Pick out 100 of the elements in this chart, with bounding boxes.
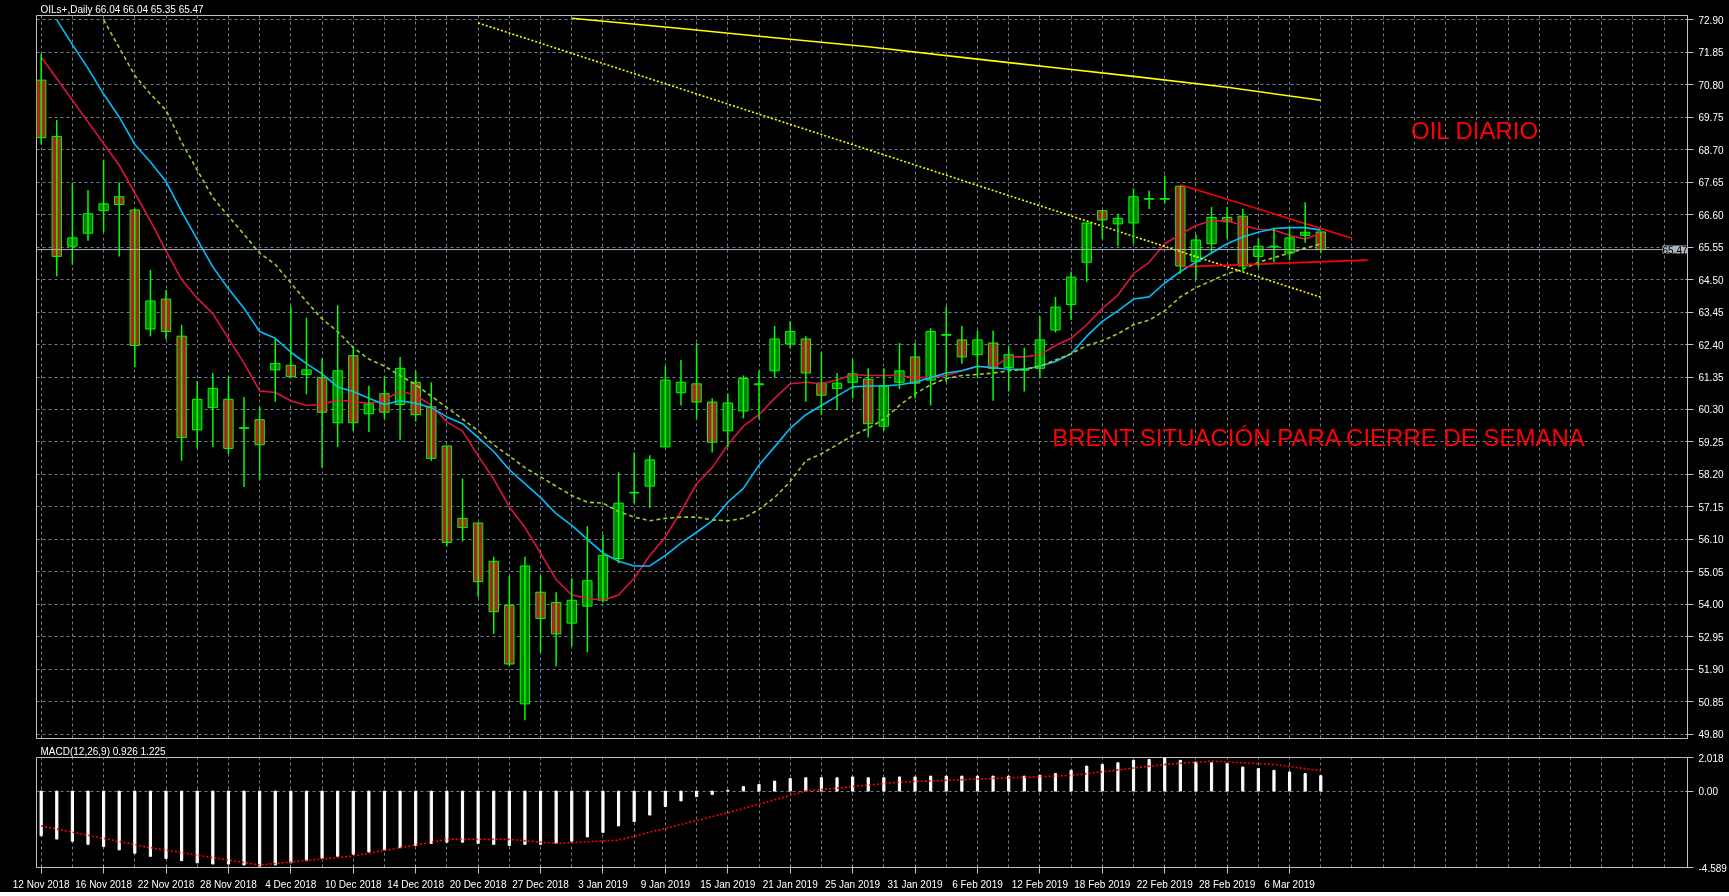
candlestick xyxy=(785,320,796,350)
bar xyxy=(336,790,340,857)
candlestick xyxy=(613,471,624,564)
bar xyxy=(414,790,418,847)
candlestick xyxy=(941,305,952,384)
y-tick-label: 51.90 xyxy=(1698,664,1724,676)
bar xyxy=(117,790,121,851)
y-tick-label: 70.80 xyxy=(1698,79,1724,91)
candlestick xyxy=(348,346,359,432)
y-tick-label: 64.50 xyxy=(1698,274,1724,286)
y-tick-label: 56.10 xyxy=(1698,534,1724,546)
candlestick xyxy=(738,374,749,420)
candlestick xyxy=(582,525,593,653)
bar xyxy=(70,790,74,842)
chart-title: OILs+,Daily 66.04 66.04 65.35 65.47 xyxy=(40,3,205,15)
bar xyxy=(382,790,387,851)
candlestick xyxy=(270,338,281,403)
candlestick xyxy=(1128,187,1139,245)
bar xyxy=(1131,759,1136,792)
x-tick-label: 10 Dec 2018 xyxy=(324,878,383,890)
bar xyxy=(523,790,527,845)
bar xyxy=(1053,773,1058,792)
y-tick-label: 65.55 xyxy=(1698,242,1724,254)
bar xyxy=(1194,761,1198,792)
bar xyxy=(148,790,153,857)
y-tick-label: 61.35 xyxy=(1698,372,1724,383)
x-tick-label: 6 Mar 2019 xyxy=(1264,878,1316,890)
bar xyxy=(289,790,293,864)
bar xyxy=(1022,775,1026,792)
bar xyxy=(351,790,355,855)
bar xyxy=(429,790,433,844)
bar xyxy=(757,783,761,792)
y-tick-label: 60.30 xyxy=(1698,404,1724,416)
annotation: OIL DIARIO xyxy=(1411,116,1539,144)
bar xyxy=(1100,763,1104,792)
bar xyxy=(804,777,808,792)
x-tick-label: 15 Jan 2019 xyxy=(700,878,756,890)
bar xyxy=(866,777,870,792)
bar xyxy=(1178,759,1182,792)
x-tick-label: 20 Dec 2018 xyxy=(449,878,507,890)
x-tick-label: 16 Nov 2018 xyxy=(75,878,133,890)
bar xyxy=(273,790,277,866)
candlestick xyxy=(925,327,936,407)
candlestick xyxy=(1175,185,1186,275)
x-tick-label: 22 Nov 2018 xyxy=(137,878,195,890)
bar xyxy=(710,790,714,795)
y-tick-label: 55.05 xyxy=(1698,566,1724,578)
candlestick xyxy=(98,159,109,234)
bar xyxy=(1069,769,1073,792)
bar xyxy=(570,790,574,842)
x-tick-label: 9 Jan 2019 xyxy=(640,878,691,890)
y-tick-label: 58.20 xyxy=(1698,469,1724,481)
candlestick xyxy=(1159,174,1170,204)
candlestick xyxy=(238,396,250,488)
y-tick-label: 63.45 xyxy=(1698,307,1724,319)
x-tick-label: 31 Jan 2019 xyxy=(887,878,944,890)
bar xyxy=(304,790,309,862)
bar xyxy=(616,790,621,827)
bar xyxy=(819,777,824,792)
bar xyxy=(102,790,106,848)
bar xyxy=(741,786,745,792)
x-tick-label: 6 Feb 2019 xyxy=(952,878,1004,890)
bar xyxy=(211,790,215,865)
bar xyxy=(195,790,199,864)
bar xyxy=(788,778,792,792)
bar xyxy=(1303,773,1307,792)
candlestick xyxy=(301,316,312,396)
candlestick xyxy=(660,365,671,448)
candlestick xyxy=(566,577,577,648)
y-tick-label: 68.70 xyxy=(1698,144,1724,156)
candlestick xyxy=(769,325,780,379)
bar xyxy=(897,776,902,792)
bar xyxy=(39,790,43,837)
y-tick-label: 71.85 xyxy=(1698,47,1724,59)
y-tick-label: 0.00 xyxy=(1698,786,1719,798)
y-tick-label: 66.60 xyxy=(1698,209,1724,221)
bar xyxy=(1085,765,1089,792)
x-tick-label: 3 Jan 2019 xyxy=(578,878,629,890)
bar xyxy=(773,780,777,792)
x-tick-label: 22 Feb 2019 xyxy=(1136,878,1194,890)
bar xyxy=(1287,771,1292,792)
bar xyxy=(164,790,168,860)
bar xyxy=(851,776,855,792)
bar xyxy=(476,790,480,844)
bar xyxy=(882,777,886,792)
candlestick xyxy=(332,304,343,448)
x-tick-label: 12 Feb 2019 xyxy=(1011,878,1069,890)
bar xyxy=(1241,766,1245,792)
bar xyxy=(991,775,995,792)
bar xyxy=(929,775,933,792)
bar xyxy=(1163,757,1167,792)
bar xyxy=(86,790,90,845)
bar xyxy=(1007,775,1011,792)
bar xyxy=(679,790,683,802)
candlestick xyxy=(504,575,515,667)
bar xyxy=(585,790,589,838)
y-tick-label: 59.25 xyxy=(1698,436,1724,448)
ref-line-label: 65.47 xyxy=(1662,244,1688,256)
y-tick-label: 2.018 xyxy=(1698,752,1724,764)
candlestick xyxy=(223,375,234,455)
